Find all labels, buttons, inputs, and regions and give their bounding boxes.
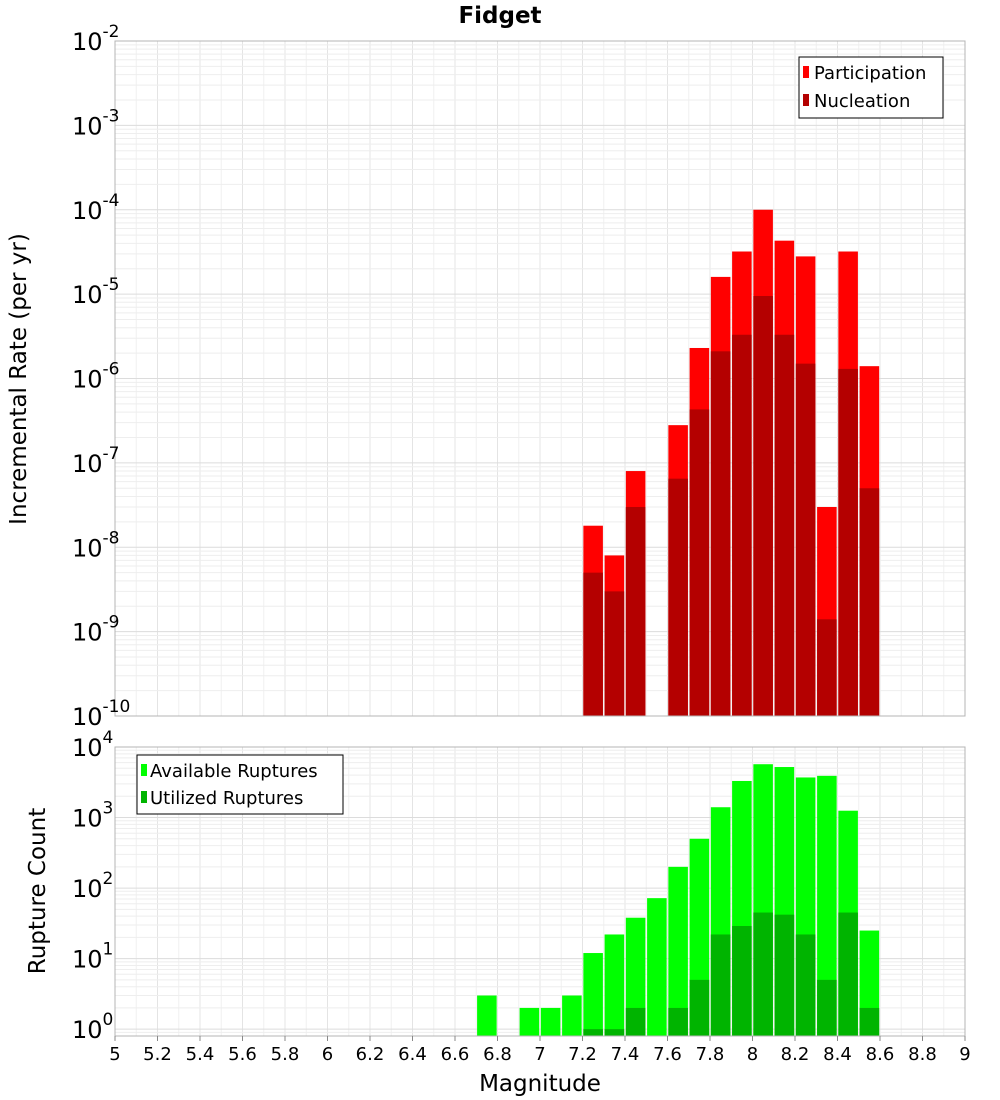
bar-available-ruptures <box>519 1007 540 1036</box>
bar-utilized-ruptures <box>583 1029 603 1036</box>
bar-nucleation <box>625 506 646 716</box>
x-tick-label: 7.6 <box>653 1044 682 1065</box>
bar-utilized-ruptures <box>604 1029 625 1036</box>
bar-available-ruptures <box>817 775 837 1036</box>
bar-available-ruptures <box>583 953 603 1036</box>
y-tick-label: 10-8 <box>72 528 120 562</box>
bar-available-ruptures <box>647 898 667 1036</box>
bar-available-ruptures <box>477 995 497 1036</box>
bar-utilized-ruptures <box>795 934 816 1036</box>
legend-nucleation-swatch <box>803 94 809 106</box>
bar-utilized-ruptures <box>774 914 795 1036</box>
bar-utilized-ruptures <box>753 912 773 1036</box>
y-tick-label: 10-9 <box>72 613 120 647</box>
bottom-y-tick-labels: 100 101 102 103 104 <box>72 728 113 1044</box>
x-axis-label: Magnitude <box>479 1071 601 1097</box>
legend-available-label: Available Ruptures <box>150 761 318 782</box>
y-tick-label: 10-3 <box>72 106 120 140</box>
bar-available-ruptures <box>562 995 582 1036</box>
bar-utilized-ruptures <box>838 912 858 1036</box>
bar-nucleation <box>795 363 816 716</box>
y-tick-label: 10-10 <box>72 697 130 731</box>
x-tick-label: 8 <box>747 1044 758 1065</box>
bar-utilized-ruptures <box>732 926 752 1036</box>
x-tick-label: 8.4 <box>823 1044 852 1065</box>
bar-utilized-ruptures <box>817 979 837 1036</box>
bar-utilized-ruptures <box>710 934 731 1036</box>
bar-nucleation <box>817 619 837 716</box>
legend-utilized-label: Utilized Ruptures <box>150 788 303 809</box>
x-tick-label: 6 <box>322 1044 333 1065</box>
top-bars <box>583 209 880 717</box>
x-tick-label: 8.8 <box>908 1044 937 1065</box>
x-tick-label: 5.6 <box>228 1044 257 1065</box>
bar-utilized-ruptures <box>668 1007 688 1036</box>
x-tick-label: 5 <box>109 1044 120 1065</box>
x-tick-label: 6.4 <box>398 1044 427 1065</box>
legend-participation-label: Participation <box>814 63 926 84</box>
top-y-axis-label: Incremental Rate (per yr) <box>6 233 32 525</box>
x-tick-label: 7.4 <box>611 1044 640 1065</box>
bottom-y-axis-label: Rupture Count <box>25 808 51 974</box>
y-tick-label: 10-4 <box>72 191 120 225</box>
legend-utilized-swatch <box>141 791 147 803</box>
legend-nucleation-label: Nucleation <box>814 91 910 112</box>
bottom-legend-box <box>136 754 344 815</box>
bottom-bars <box>477 764 880 1036</box>
x-tick-label: 7.2 <box>568 1044 597 1065</box>
bar-nucleation <box>689 409 710 716</box>
bar-available-ruptures <box>604 934 625 1036</box>
bar-utilized-ruptures <box>859 1007 880 1036</box>
x-tick-labels: 5 5.2 5.4 5.6 5.8 6 6.2 6.4 6.6 6.8 7 7.2 7.4 7.6 7.8 8… <box>109 1036 971 1065</box>
bar-utilized-ruptures <box>625 1007 646 1036</box>
top-legend: Participation Nucleation <box>798 56 944 119</box>
bar-nucleation <box>583 572 603 716</box>
x-tick-label: 6.2 <box>356 1044 385 1065</box>
bar-nucleation <box>732 334 752 716</box>
x-tick-label: 7.8 <box>696 1044 725 1065</box>
bar-available-ruptures <box>540 1007 561 1036</box>
x-tick-label: 8.2 <box>781 1044 810 1065</box>
x-tick-label: 5.8 <box>271 1044 300 1065</box>
x-tick-label: 5.2 <box>143 1044 172 1065</box>
bottom-legend: Available Ruptures Utilized Ruptures <box>136 754 344 815</box>
y-tick-label: 103 <box>72 799 113 833</box>
bar-utilized-ruptures <box>689 979 710 1036</box>
x-tick-label: 6.8 <box>483 1044 512 1065</box>
bar-available-ruptures <box>625 917 646 1036</box>
y-tick-label: 100 <box>72 1010 113 1044</box>
legend-available-swatch <box>141 764 147 776</box>
x-tick-label: 7 <box>534 1044 545 1065</box>
y-tick-label: 10-5 <box>72 275 120 309</box>
bar-nucleation <box>838 368 858 716</box>
top-chart: 10-10 10-9 10-8 10-7 10-6 10-5 10-4 10-3 10-2 In… <box>6 22 966 731</box>
top-legend-box <box>798 56 944 119</box>
bar-nucleation <box>668 478 688 716</box>
top-grid <box>114 40 966 717</box>
bar-nucleation <box>753 296 773 716</box>
legend-participation-swatch <box>803 66 809 78</box>
bar-nucleation <box>859 488 880 716</box>
x-tick-label: 9 <box>959 1044 970 1065</box>
bar-nucleation <box>604 591 625 716</box>
y-tick-label: 10-7 <box>72 444 120 478</box>
y-tick-label: 101 <box>72 940 113 974</box>
x-tick-label: 6.6 <box>441 1044 470 1065</box>
x-tick-label: 8.6 <box>866 1044 895 1065</box>
bar-available-ruptures <box>668 866 688 1036</box>
x-tick-label: 5.4 <box>186 1044 215 1065</box>
y-tick-label: 104 <box>72 728 113 762</box>
y-tick-label: 10-6 <box>72 360 120 394</box>
chart-title: Fidget <box>458 3 541 29</box>
y-tick-label: 102 <box>72 869 113 903</box>
bottom-chart: 100 101 102 103 104 5 5.2 5.4 5.6 5.8 6 6.2 6.4 6.6 6… <box>25 728 971 1097</box>
bar-nucleation <box>710 351 731 716</box>
y-tick-label: 10-2 <box>72 22 120 56</box>
top-y-tick-labels: 10-10 10-9 10-8 10-7 10-6 10-5 10-4 10-3 10-2 <box>72 22 130 731</box>
top-plot-frame <box>114 40 966 717</box>
bar-nucleation <box>774 334 795 716</box>
